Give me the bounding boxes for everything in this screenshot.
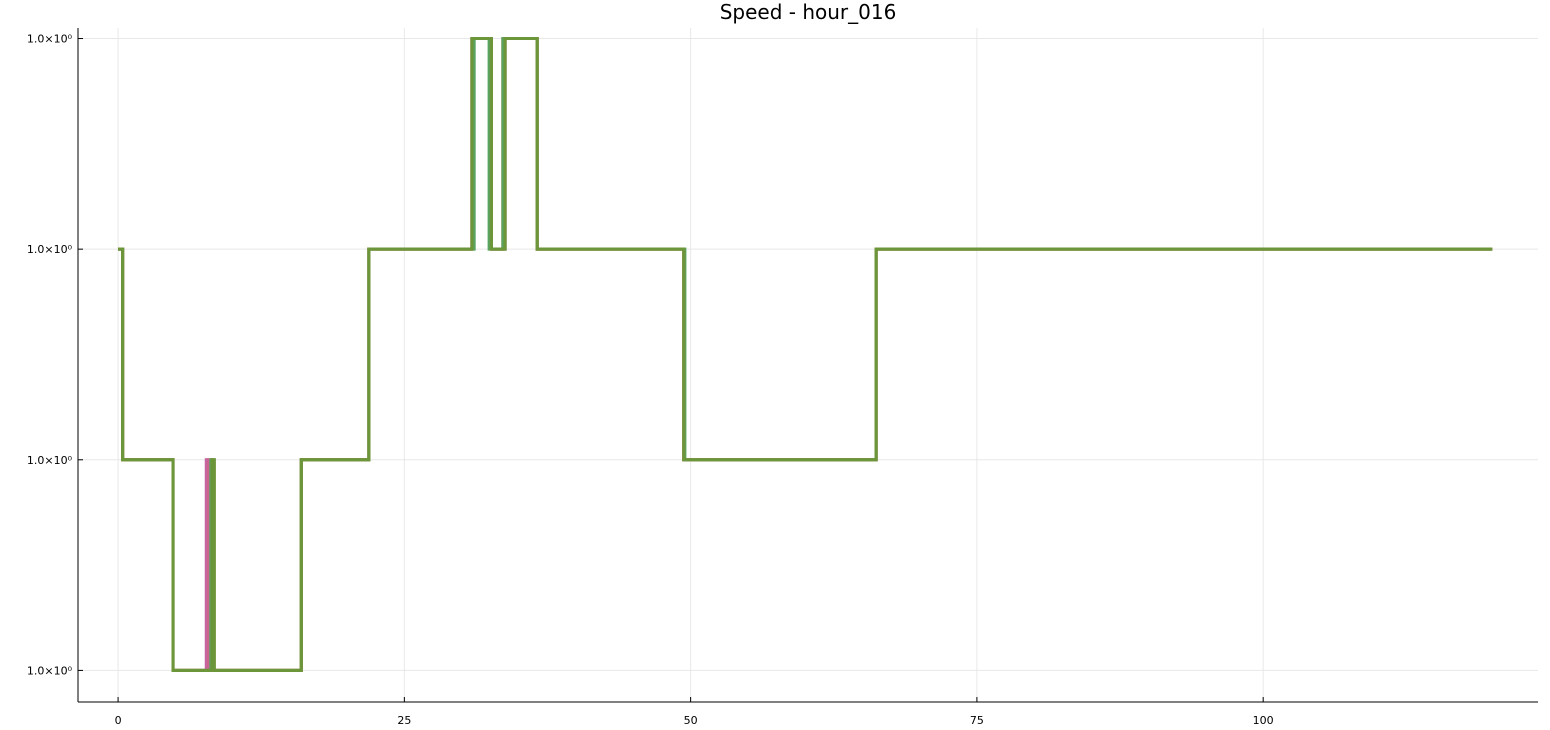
y-tick-label: 1.0×10⁰ [27,243,73,256]
x-tick-label: 100 [1253,714,1274,727]
y-tick-label: 1.0×10⁰ [27,664,73,677]
grid-lines [78,28,1538,702]
x-tick-label: 50 [684,714,698,727]
series-line-4 [118,37,1493,672]
axes [77,28,1538,703]
series-group [118,37,1493,672]
series-line-2 [118,37,1493,672]
series-line-5 [118,37,1493,672]
x-tick-label: 0 [115,714,122,727]
y-tick-label: 1.0×10⁰ [27,454,73,467]
series-line-1 [118,37,1493,672]
x-tick-label: 75 [970,714,984,727]
y-tick-label: 1.0×10⁰ [27,33,73,46]
tick-labels: 0 25 50 75 100 1.0×10⁰ 1.0×10⁰ 1.0×10⁰ 1.0×10⁰ [27,33,1274,727]
chart-title: Speed - hour_016 [720,0,897,24]
x-tick-label: 25 [397,714,411,727]
series-line-3 [118,37,1493,672]
